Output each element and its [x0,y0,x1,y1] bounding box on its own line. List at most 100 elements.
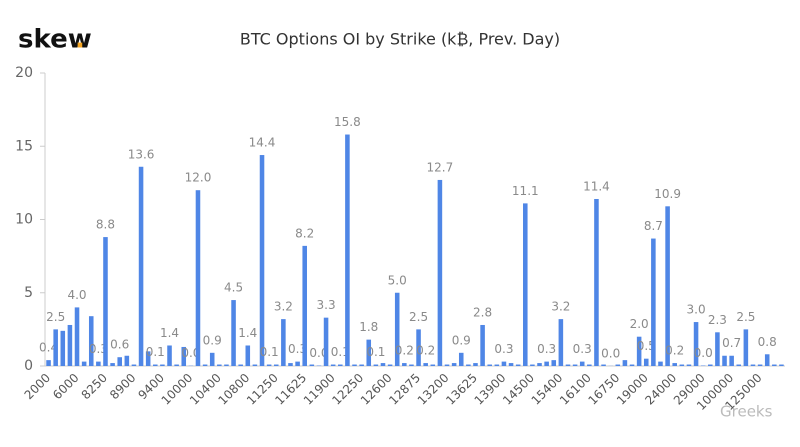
data-label: 3.3 [317,298,336,312]
bar [736,364,742,366]
bar [743,329,749,366]
data-label: 8.8 [96,218,115,232]
data-label: 12.7 [427,160,454,174]
bar [764,354,770,366]
bar [273,364,279,366]
bar [757,364,763,366]
bar [131,364,137,366]
data-label: 15.8 [334,115,361,129]
bar [651,238,656,366]
bar [81,361,87,366]
bar [373,364,379,366]
data-label: 2.0 [630,317,649,331]
data-label: 10.9 [654,187,681,201]
bar [366,339,372,366]
data-label: 11.1 [512,184,539,198]
data-label: 0.4 [39,341,58,355]
x-tick-label: 13900 [472,371,509,408]
x-tick-label: 11625 [272,371,309,408]
bar [643,358,649,366]
bar [266,364,272,366]
bar [515,364,521,366]
bar [487,364,492,366]
x-tick-label: 12600 [358,371,395,408]
data-label: 0.6 [110,338,129,352]
data-label: 0.3 [494,342,513,356]
bar [572,364,578,366]
bar [323,317,329,366]
data-label: 13.6 [128,147,155,161]
data-label: 0.0 [601,346,620,360]
bar [722,355,727,366]
data-label: 0.3 [288,342,307,356]
bar [686,364,692,366]
data-label: 0.0 [181,346,200,360]
bar [587,364,592,366]
y-tick-label: 20 [15,65,33,81]
bar [466,364,471,366]
bar [394,292,400,366]
bar [124,355,130,366]
data-label: 2.8 [473,305,492,319]
x-tick-label: 8900 [107,371,138,402]
bar [217,364,222,366]
bar [209,352,215,366]
data-label: 1.4 [160,326,179,340]
y-tick-label: 0 [24,358,33,374]
bar [302,245,307,366]
bar [224,364,229,366]
x-tick-label: 13200 [415,371,452,408]
bar [181,346,187,366]
data-label: 0.9 [203,333,222,347]
bar [352,364,357,366]
bar [622,360,628,366]
data-label: 0.1 [260,345,279,359]
bar [245,345,251,366]
bar [338,364,343,366]
bar [750,364,756,366]
bar [715,332,720,366]
bar [110,363,115,366]
bar [359,364,364,366]
bar [693,322,699,366]
bar [672,363,677,366]
x-tick-label: 10000 [159,371,196,408]
data-label: 2.3 [708,313,727,327]
y-tick-label: 15 [15,138,33,154]
bar [416,329,421,366]
x-tick-label: 8250 [79,371,110,402]
bar [501,361,507,366]
data-label: 1.8 [359,320,378,334]
watermark: Greeks [720,403,773,421]
bar [480,324,485,366]
data-label: 0.1 [366,345,385,359]
bar [330,364,336,366]
chart-title: BTC Options OI by Strike (k₿, Prev. Day) [240,30,560,49]
data-label: 0.0 [694,346,713,360]
x-tick-label: 24000 [642,371,679,408]
data-label: 3.2 [274,300,293,314]
x-tick-label: 16750 [585,371,622,408]
bar [60,330,66,366]
x-tick-label: 2000 [22,371,53,402]
bar [629,364,635,366]
bar [579,361,585,366]
bar [594,198,599,366]
bar [729,355,734,366]
data-label: 0.7 [722,336,741,350]
bar [53,329,58,366]
bar [779,364,784,366]
bar [259,155,265,366]
x-tick-label: 14500 [500,371,537,408]
data-label: 3.0 [687,303,706,317]
data-label: 0.5 [637,339,656,353]
bar [437,179,443,366]
data-label: 2.5 [736,310,755,324]
y-tick-label: 10 [15,212,33,228]
bar [88,316,94,366]
bar [615,364,621,366]
data-label: 3.2 [551,300,570,314]
logo-dot: . [75,25,85,55]
bar [195,190,201,366]
